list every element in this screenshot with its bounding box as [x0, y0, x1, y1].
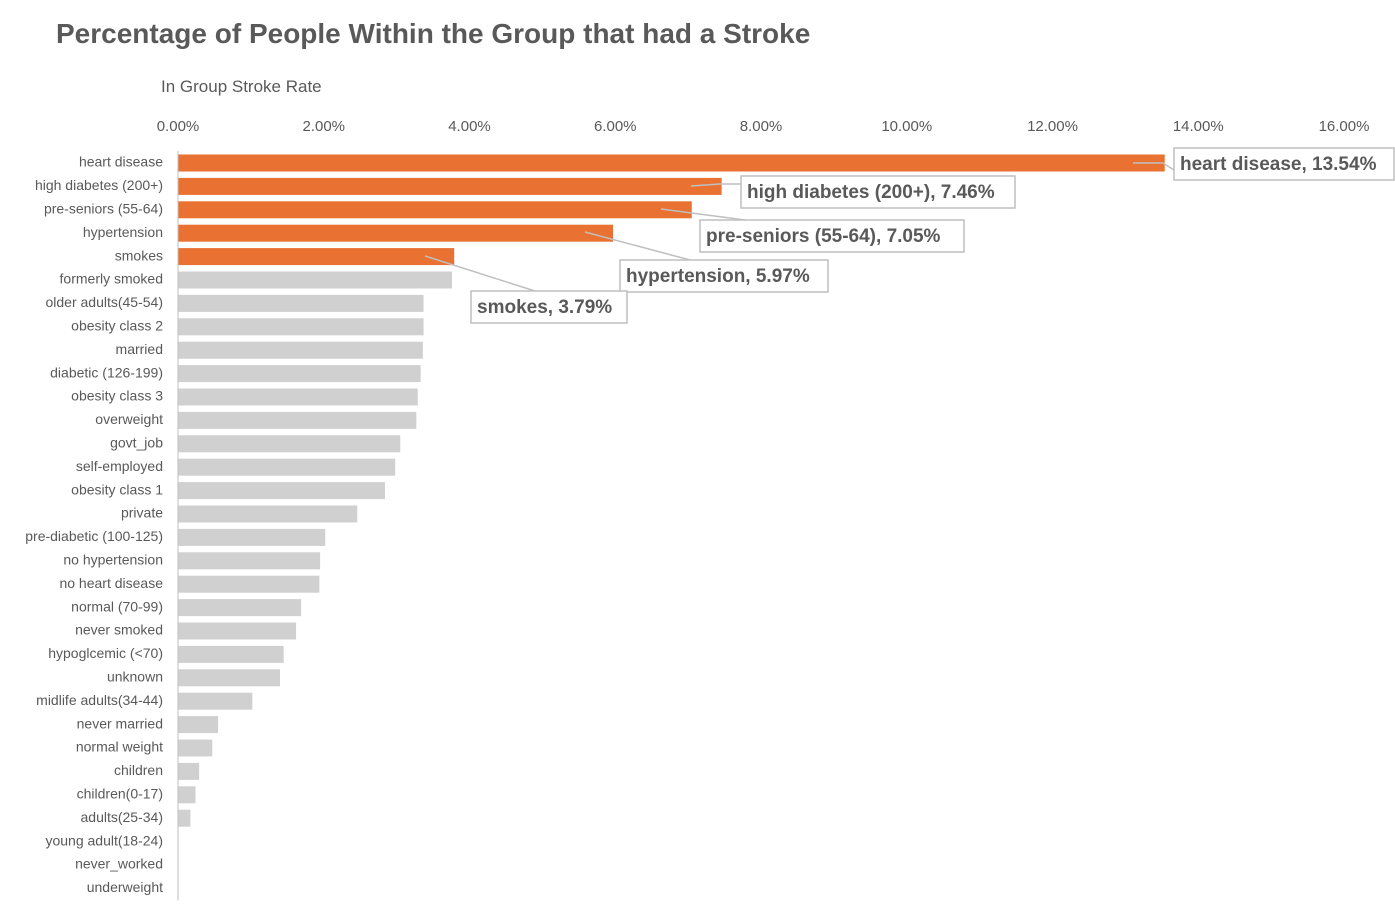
callout-heart-disease: heart disease, 13.54%: [1173, 147, 1395, 181]
bar-no-hypertension: [178, 552, 321, 570]
bars: [178, 154, 1165, 827]
callout-box: [470, 290, 628, 324]
bar-midlife-adults-34-44: [178, 692, 253, 710]
category-label: unknown: [107, 669, 163, 685]
callout-hypertension: hypertension, 5.97%: [619, 259, 829, 293]
bar-pre-seniors-55-64: [178, 201, 692, 219]
category-label: private: [121, 505, 163, 521]
category-label: children(0-17): [77, 786, 163, 802]
callout-label: pre-seniors (55-64), 7.05%: [706, 226, 941, 247]
callout-leader-line: [1133, 162, 1175, 171]
callout-box: [699, 219, 965, 253]
bar-obesity-class-3: [178, 388, 418, 406]
category-label: no hypertension: [63, 552, 163, 568]
callout-leader-line: [660, 208, 746, 221]
x-tick-label: 0.00%: [157, 118, 200, 135]
callout-label: smokes, 3.79%: [477, 297, 612, 318]
bar-obesity-class-1: [178, 482, 385, 500]
category-label: self-employed: [76, 458, 163, 474]
bar-no-heart-disease: [178, 575, 320, 593]
bar-never-smoked: [178, 622, 297, 640]
category-label: never smoked: [75, 622, 163, 638]
category-label: normal (70-99): [71, 598, 163, 614]
callout-leaders: [424, 162, 1175, 292]
category-label: obesity class 1: [71, 481, 163, 497]
category-label: obesity class 3: [71, 388, 163, 404]
bar-unknown: [178, 669, 281, 687]
bar-heart-disease: [178, 154, 1165, 172]
category-label: high diabetes (200+): [35, 177, 163, 193]
category-label: heart disease: [79, 154, 163, 170]
x-axis-title: In Group Stroke Rate: [161, 77, 322, 96]
callout-pre-seniors-55-64: pre-seniors (55-64), 7.05%: [699, 219, 965, 253]
x-tick-label: 12.00%: [1027, 118, 1078, 135]
category-labels: heart disease high diabetes (200+) pre-sen…: [25, 154, 163, 895]
bar-adults-25-34: [178, 809, 191, 827]
bar-overweight: [178, 411, 417, 429]
category-label: overweight: [95, 411, 163, 427]
bar-govt-job: [178, 435, 401, 453]
callout-leader-line: [584, 231, 691, 261]
x-axis-ticks: 0.00% 2.00% 4.00% 6.00% 8.00% 10.00% 12.00% 14.…: [157, 118, 1370, 135]
callouts: heart disease, 13.54% high diabetes (200+…: [470, 147, 1395, 324]
callout-leader-line: [424, 255, 536, 292]
category-label: pre-diabetic (100-125): [25, 528, 163, 544]
category-label: no heart disease: [59, 575, 163, 591]
bar-self-employed: [178, 458, 396, 476]
x-tick-label: 2.00%: [302, 118, 345, 135]
bar-smokes: [178, 248, 455, 266]
callout-smokes: smokes, 3.79%: [470, 290, 628, 324]
category-label: midlife adults(34-44): [36, 692, 163, 708]
category-label: underweight: [87, 879, 163, 895]
category-label: diabetic (126-199): [50, 364, 163, 380]
callout-high-diabetes-200: high diabetes (200+), 7.46%: [740, 175, 1016, 209]
bar-normal-70-99: [178, 599, 302, 617]
x-tick-label: 16.00%: [1319, 118, 1370, 135]
category-label: obesity class 2: [71, 318, 163, 334]
category-label: older adults(45-54): [45, 294, 163, 310]
category-label: smokes: [115, 247, 163, 263]
category-label: young adult(18-24): [45, 832, 163, 848]
x-tick-label: 10.00%: [881, 118, 932, 135]
bar-obesity-class-2: [178, 318, 424, 336]
bar-diabetic-126-199: [178, 365, 421, 383]
category-label: children: [114, 762, 163, 778]
bar-hypoglcemic-70: [178, 645, 284, 663]
chart-title: Percentage of People Within the Group th…: [56, 18, 811, 49]
category-label: hypoglcemic (<70): [48, 645, 163, 661]
callout-box: [1173, 147, 1395, 181]
bar-hypertension: [178, 224, 614, 242]
bar-formerly-smoked: [178, 271, 453, 289]
category-label: adults(25-34): [81, 809, 164, 825]
category-label: govt_job: [110, 435, 163, 451]
category-label: never_worked: [75, 856, 163, 872]
category-label: married: [116, 341, 163, 357]
category-label: never married: [77, 715, 163, 731]
bar-married: [178, 341, 423, 359]
callout-box: [740, 175, 1016, 209]
callout-label: hypertension, 5.97%: [626, 266, 810, 287]
x-tick-label: 4.00%: [448, 118, 491, 135]
category-label: formerly smoked: [60, 271, 163, 287]
category-label: hypertension: [83, 224, 163, 240]
bar-children: [178, 762, 200, 780]
category-label: normal weight: [76, 739, 163, 755]
callout-box: [619, 259, 829, 293]
callout-label: high diabetes (200+), 7.46%: [747, 182, 995, 203]
bar-pre-diabetic-100-125: [178, 528, 326, 546]
callout-label: heart disease, 13.54%: [1180, 154, 1377, 175]
bar-never-married: [178, 716, 219, 734]
bar-children-0-17: [178, 786, 196, 804]
callout-leader-line: [690, 183, 741, 187]
bar-normal-weight: [178, 739, 213, 757]
bar-high-diabetes-200: [178, 177, 722, 195]
x-tick-label: 14.00%: [1173, 118, 1224, 135]
bar-older-adults-45-54: [178, 294, 424, 312]
bar-private: [178, 505, 358, 523]
x-tick-label: 8.00%: [740, 118, 783, 135]
x-tick-label: 6.00%: [594, 118, 637, 135]
category-label: pre-seniors (55-64): [44, 201, 163, 217]
